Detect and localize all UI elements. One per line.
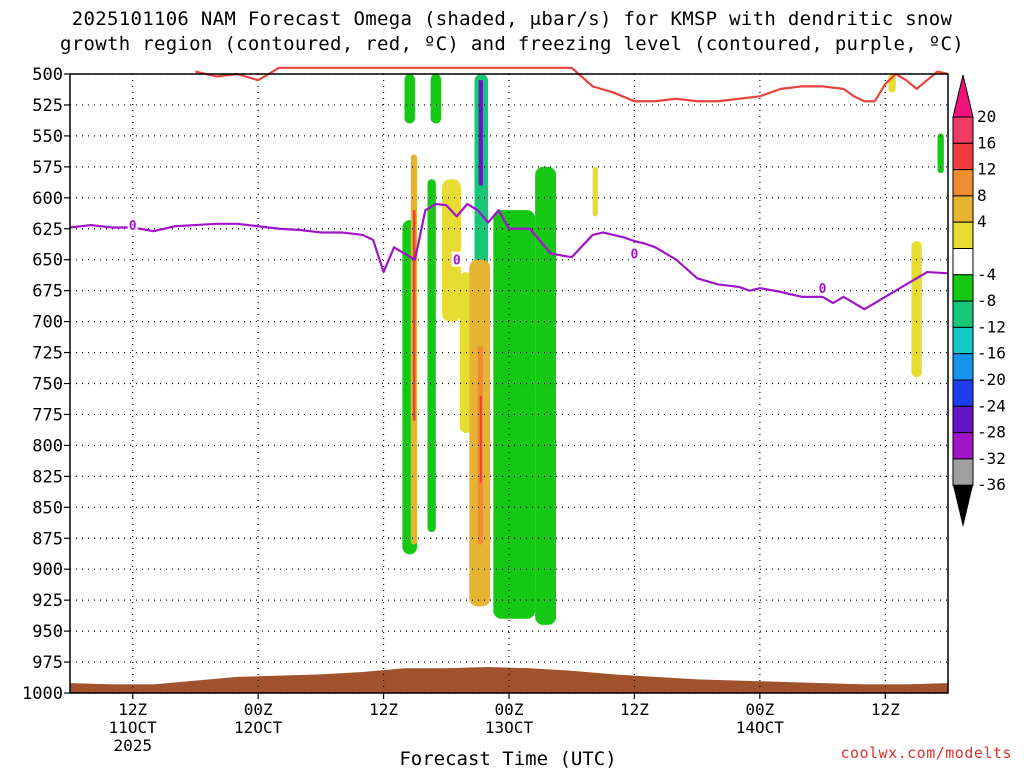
omega-core-updraft-3 xyxy=(479,395,482,483)
x-tick-label-0-1: 11OCT xyxy=(109,718,158,737)
colorbar-label-5: -4 xyxy=(977,265,996,284)
colorbar-swatch-8 xyxy=(952,326,974,355)
colorbar-label-9: -20 xyxy=(977,370,1006,389)
omega-region-13 xyxy=(937,133,944,174)
colorbar-swatch-9 xyxy=(952,353,974,381)
y-tick-label-575: 575 xyxy=(32,158,63,178)
source-credit[interactable]: coolwx.com/modelts xyxy=(840,744,1012,762)
y-tick-label-625: 625 xyxy=(32,220,63,240)
omega-core-updraft-1 xyxy=(412,210,416,421)
colorbar-label-13: -36 xyxy=(977,475,1006,494)
y-tick-label-550: 550 xyxy=(32,127,63,147)
y-tick-label-600: 600 xyxy=(32,189,63,209)
colorbar-swatch-5 xyxy=(952,248,974,276)
y-tick-label-725: 725 xyxy=(32,344,63,364)
x-tick-label-5-0: 00Z xyxy=(745,700,774,719)
x-tick-label-5-1: 14OCT xyxy=(736,718,785,737)
x-tick-label-1-1: 12OCT xyxy=(234,718,283,737)
omega-core-sink-1 xyxy=(478,80,483,186)
colorbar-label-2: 12 xyxy=(977,160,996,179)
y-tick-label-900: 900 xyxy=(32,560,63,580)
x-tick-label-0-0: 12Z xyxy=(118,700,147,719)
colorbar-swatch-10 xyxy=(952,379,974,407)
y-tick-label-1000: 1000 xyxy=(22,684,63,704)
y-tick-label-975: 975 xyxy=(32,653,63,673)
colorbar-swatch-1 xyxy=(952,142,974,171)
colorbar-label-11: -28 xyxy=(977,423,1006,442)
freezing-label-bg-1 xyxy=(451,251,462,267)
omega-region-12 xyxy=(911,241,922,378)
x-tick-label-2-0: 12Z xyxy=(369,700,398,719)
x-tick-label-3-0: 00Z xyxy=(495,700,524,719)
colorbar-swatch-2 xyxy=(952,169,974,197)
colorbar-swatch-12 xyxy=(952,432,974,460)
omega-region-9 xyxy=(404,74,415,124)
colorbar-label-10: -24 xyxy=(977,396,1006,415)
y-tick-label-875: 875 xyxy=(32,529,63,549)
x-tick-label-1-0: 00Z xyxy=(244,700,273,719)
x-tick-label-0-2: 2025 xyxy=(113,736,152,755)
omega-region-10 xyxy=(430,74,442,124)
freezing-level-label-2: 0 xyxy=(631,248,639,263)
y-tick-label-925: 925 xyxy=(32,591,63,611)
colorbar-label-0: 20 xyxy=(977,107,996,126)
y-tick-label-525: 525 xyxy=(32,96,63,116)
omega-region-8 xyxy=(535,166,557,625)
omega-region-2 xyxy=(427,179,436,533)
colorbar-label-4: 4 xyxy=(977,212,987,231)
freezing-label-bg-3 xyxy=(817,280,828,296)
freezing-label-bg-2 xyxy=(629,245,640,261)
colorbar-swatch-4 xyxy=(952,221,974,249)
x-tick-label-4-0: 12Z xyxy=(620,700,649,719)
y-tick-label-750: 750 xyxy=(32,375,63,395)
colorbar-label-1: 16 xyxy=(977,133,996,152)
y-tick-label-650: 650 xyxy=(32,251,63,271)
omega-region-11 xyxy=(592,166,598,217)
y-tick-label-950: 950 xyxy=(32,622,63,642)
omega-shading-layer xyxy=(402,74,944,625)
contour-layer: 0 0 0 0 xyxy=(69,66,949,311)
dgz-contour xyxy=(195,66,949,103)
colorbar-label-7: -12 xyxy=(977,317,1006,336)
colorbar-label-3: 8 xyxy=(977,186,987,205)
colorbar: 20 16 12 8 4 -4 -8 -12 -16 -20 -24 -28 -32 -36 xyxy=(952,74,1006,528)
colorbar-swatch-0 xyxy=(952,116,974,144)
colorbar-swatch-6 xyxy=(952,274,974,302)
y-tick-label-775: 775 xyxy=(32,405,63,425)
y-tick-label-825: 825 xyxy=(32,467,63,487)
colorbar-label-12: -32 xyxy=(977,449,1006,468)
colorbar-swatch-11 xyxy=(952,405,974,434)
chart-title-line-1: 2025101106 NAM Forecast Omega (shaded, μ… xyxy=(71,8,953,30)
colorbar-swatch-13 xyxy=(952,458,974,486)
freezing-level-label-1: 0 xyxy=(453,254,461,269)
colorbar-swatch-7 xyxy=(952,300,974,328)
y-tick-label-500: 500 xyxy=(32,65,63,85)
y-tick-label-675: 675 xyxy=(32,282,63,302)
axes-layer: 500 525 550 575 600 625 650 675 700 725 750 775 800 8… xyxy=(22,65,949,755)
freezing-label-bg-0 xyxy=(127,217,138,233)
freezing-level-label-0: 0 xyxy=(129,219,137,234)
chart-title-line-2: growth region (contoured, red, ºC) and f… xyxy=(60,33,964,55)
y-tick-label-800: 800 xyxy=(32,436,63,456)
freezing-level-label-3: 0 xyxy=(819,282,827,297)
y-tick-label-850: 850 xyxy=(32,498,63,518)
x-tick-label-6-0: 12Z xyxy=(871,700,900,719)
freezing-level-contour xyxy=(69,202,949,311)
colorbar-swatch-3 xyxy=(952,195,974,223)
y-tick-label-700: 700 xyxy=(32,313,63,333)
grid-layer xyxy=(70,73,948,694)
colorbar-top-arrow xyxy=(952,74,974,118)
omega-region-3 xyxy=(442,179,461,322)
x-tick-label-3-1: 13OCT xyxy=(485,718,534,737)
colorbar-bottom-arrow xyxy=(953,485,973,528)
colorbar-label-8: -16 xyxy=(977,344,1006,363)
colorbar-label-6: -8 xyxy=(977,291,996,310)
x-axis-label: Forecast Time (UTC) xyxy=(399,748,616,768)
